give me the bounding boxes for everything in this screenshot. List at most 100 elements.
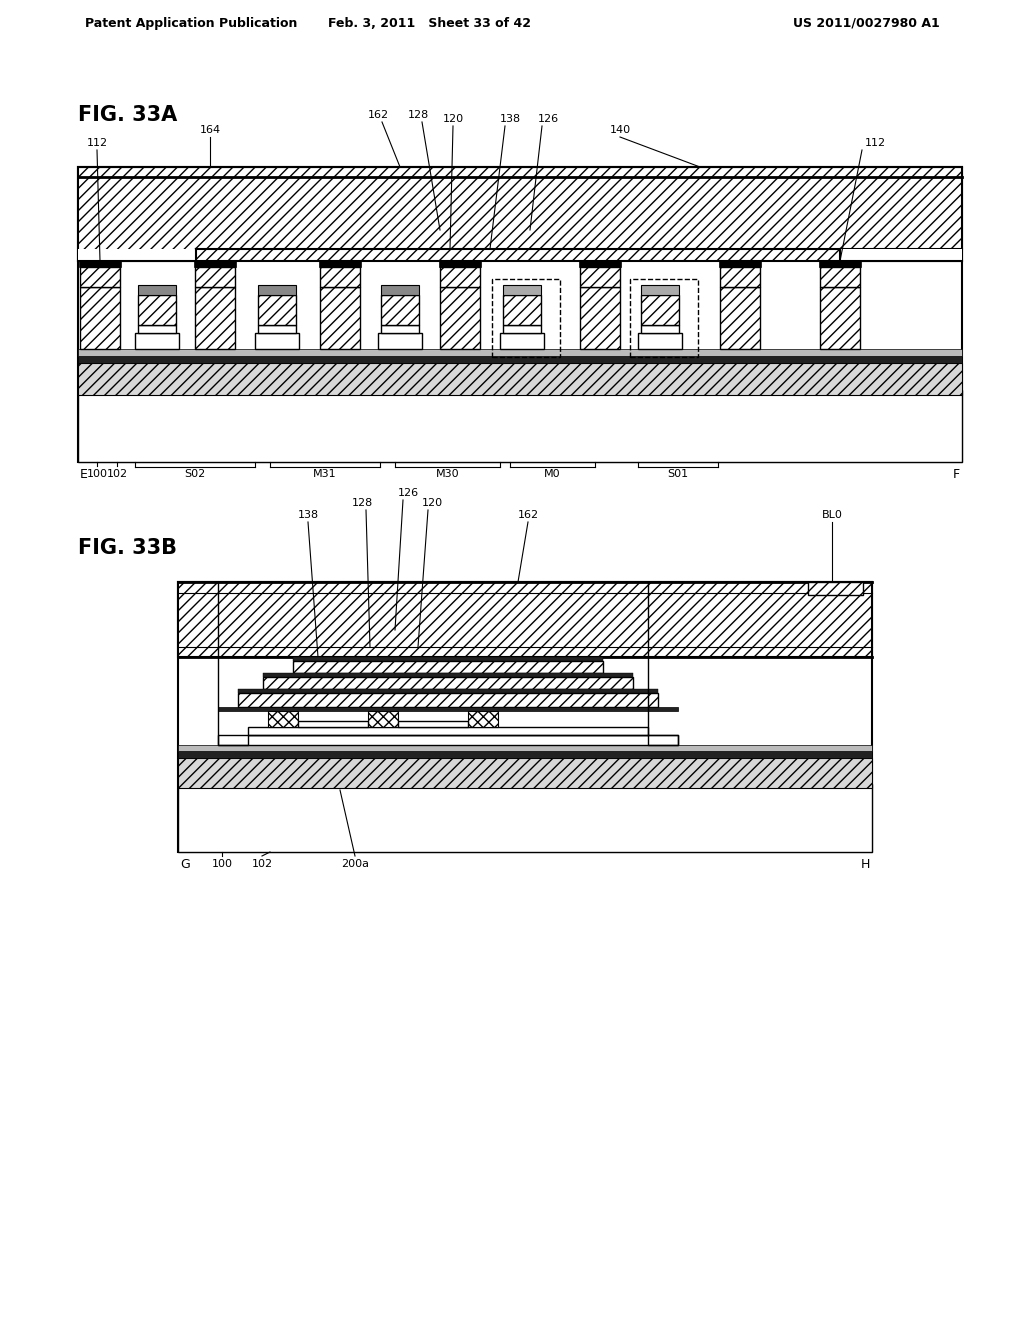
Bar [80,267,120,286]
Bar [78,363,962,395]
Text: Patent Application Publication: Patent Application Publication [85,17,297,30]
Bar [381,325,419,333]
Text: 120: 120 [442,114,464,124]
Bar [503,285,541,294]
Text: Feb. 3, 2011   Sheet 33 of 42: Feb. 3, 2011 Sheet 33 of 42 [329,17,531,30]
Bar [194,261,236,267]
Bar [78,168,962,462]
Bar [78,348,962,356]
Bar [840,249,962,261]
Bar [248,727,648,735]
Bar [820,286,860,348]
Text: M31: M31 [313,469,337,479]
Text: G: G [180,858,189,871]
Bar [492,279,560,356]
Bar [78,389,962,462]
Text: FIG. 33B: FIG. 33B [78,539,177,558]
Bar [293,661,603,673]
Text: 164: 164 [200,125,220,135]
Bar [78,356,962,363]
Text: 140: 140 [609,125,631,135]
Bar [263,673,633,677]
Bar [78,249,196,261]
Text: 138: 138 [297,510,318,520]
Text: 100: 100 [86,469,108,479]
Bar [178,751,872,758]
Bar [638,333,682,348]
Bar [138,285,176,294]
Bar [503,325,541,333]
Text: F: F [953,469,961,480]
Bar [641,285,679,294]
Bar [820,267,860,286]
Text: 128: 128 [351,498,373,508]
Bar [503,294,541,325]
Bar [368,711,398,727]
Text: M0: M0 [544,469,561,479]
Bar [258,294,296,325]
Bar [178,582,872,657]
Bar [319,261,361,267]
Bar [439,261,481,267]
Text: FIG. 33A: FIG. 33A [78,106,177,125]
Text: H: H [860,858,870,871]
Text: 162: 162 [368,110,388,120]
Text: 138: 138 [500,114,520,124]
Bar [178,758,872,788]
Bar [178,744,872,751]
Bar [238,689,658,693]
Text: M30: M30 [435,469,460,479]
Bar [630,279,698,356]
Bar [319,267,360,286]
Bar [138,294,176,325]
Text: 112: 112 [86,139,108,148]
Bar [641,325,679,333]
Text: US 2011/0027980 A1: US 2011/0027980 A1 [794,17,940,30]
Bar [195,286,234,348]
Text: S02: S02 [184,469,206,479]
Bar [468,711,498,727]
Bar [268,711,298,727]
Bar [500,333,544,348]
Bar [580,286,620,348]
Bar [808,582,863,595]
Bar [258,325,296,333]
Text: 112: 112 [864,139,886,148]
Text: 200a: 200a [341,859,369,869]
Text: 162: 162 [517,510,539,520]
Bar [579,261,621,267]
Text: 126: 126 [538,114,558,124]
Bar [135,333,179,348]
Bar [195,267,234,286]
Bar [719,261,761,267]
Text: 102: 102 [106,469,128,479]
Bar [263,677,633,689]
Text: 126: 126 [397,488,419,498]
Bar [293,657,603,661]
Bar [255,333,299,348]
Bar [78,168,962,261]
Bar [298,721,368,727]
Bar [641,294,679,325]
Bar [138,325,176,333]
Bar [319,286,360,348]
Bar [378,333,422,348]
Bar [79,261,121,267]
Text: 128: 128 [408,110,429,120]
Bar [80,286,120,348]
Bar [440,286,480,348]
Bar [258,285,296,294]
Text: BL0: BL0 [821,510,843,520]
Bar [580,267,620,286]
Bar [720,267,760,286]
Bar [218,708,678,711]
Text: E: E [80,469,88,480]
Bar [178,582,872,851]
Bar [178,784,872,851]
Bar [218,735,678,744]
Bar [398,721,468,727]
Bar [238,693,658,708]
Bar [819,261,861,267]
Text: 100: 100 [212,859,232,869]
Bar [720,286,760,348]
